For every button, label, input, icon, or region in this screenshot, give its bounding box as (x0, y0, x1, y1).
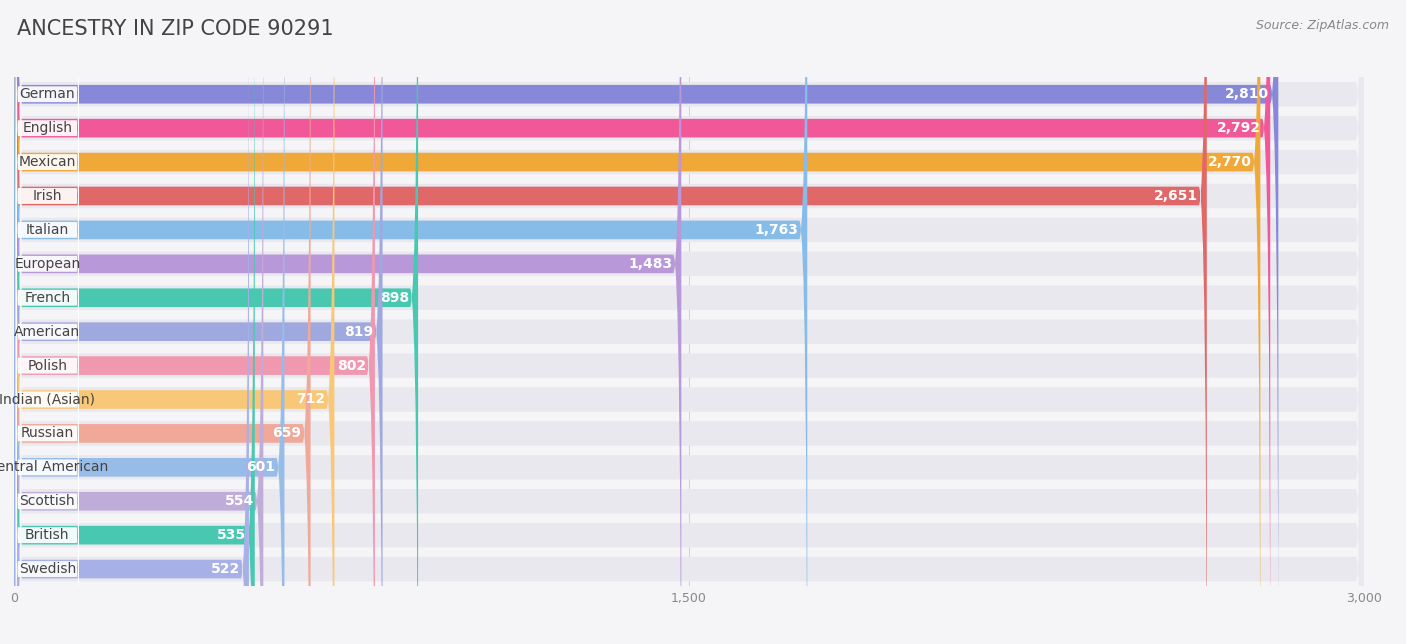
FancyBboxPatch shape (14, 0, 1364, 644)
FancyBboxPatch shape (14, 0, 1364, 644)
FancyBboxPatch shape (14, 0, 375, 644)
Text: 522: 522 (211, 562, 240, 576)
Text: French: French (24, 290, 70, 305)
Text: 659: 659 (273, 426, 301, 440)
FancyBboxPatch shape (14, 0, 1364, 644)
Text: 535: 535 (217, 528, 246, 542)
FancyBboxPatch shape (14, 0, 682, 644)
FancyBboxPatch shape (14, 0, 1364, 644)
FancyBboxPatch shape (14, 0, 1278, 644)
FancyBboxPatch shape (14, 0, 263, 644)
FancyBboxPatch shape (14, 0, 1364, 644)
Text: European: European (14, 257, 80, 271)
FancyBboxPatch shape (14, 0, 284, 644)
Text: Mexican: Mexican (18, 155, 76, 169)
FancyBboxPatch shape (15, 102, 79, 425)
Text: 2,770: 2,770 (1208, 155, 1251, 169)
FancyBboxPatch shape (14, 0, 1364, 644)
Text: 601: 601 (246, 460, 276, 475)
Text: 2,792: 2,792 (1218, 121, 1261, 135)
FancyBboxPatch shape (14, 0, 1206, 644)
Text: 2,651: 2,651 (1154, 189, 1198, 203)
FancyBboxPatch shape (15, 0, 79, 289)
FancyBboxPatch shape (14, 0, 382, 644)
FancyBboxPatch shape (15, 272, 79, 594)
FancyBboxPatch shape (14, 0, 1364, 644)
FancyBboxPatch shape (14, 0, 1364, 644)
FancyBboxPatch shape (15, 374, 79, 644)
FancyBboxPatch shape (15, 340, 79, 644)
Text: 819: 819 (344, 325, 374, 339)
Text: ANCESTRY IN ZIP CODE 90291: ANCESTRY IN ZIP CODE 90291 (17, 19, 333, 39)
Text: Polish: Polish (27, 359, 67, 373)
FancyBboxPatch shape (14, 0, 311, 644)
FancyBboxPatch shape (14, 0, 1270, 644)
Text: Indian (Asian): Indian (Asian) (0, 392, 96, 406)
FancyBboxPatch shape (14, 0, 1364, 644)
Text: 2,810: 2,810 (1225, 87, 1270, 101)
Text: 898: 898 (380, 290, 409, 305)
FancyBboxPatch shape (15, 238, 79, 561)
FancyBboxPatch shape (15, 171, 79, 493)
FancyBboxPatch shape (14, 0, 335, 644)
Text: 1,483: 1,483 (628, 257, 672, 271)
FancyBboxPatch shape (14, 0, 807, 644)
Text: 712: 712 (297, 392, 325, 406)
Text: 802: 802 (337, 359, 366, 373)
FancyBboxPatch shape (14, 0, 1364, 644)
Text: Irish: Irish (32, 189, 62, 203)
Text: Swedish: Swedish (18, 562, 76, 576)
Text: English: English (22, 121, 72, 135)
FancyBboxPatch shape (14, 0, 418, 644)
Text: British: British (25, 528, 70, 542)
FancyBboxPatch shape (15, 0, 79, 256)
FancyBboxPatch shape (15, 35, 79, 357)
FancyBboxPatch shape (15, 408, 79, 644)
FancyBboxPatch shape (15, 306, 79, 629)
FancyBboxPatch shape (14, 0, 1260, 644)
FancyBboxPatch shape (15, 1, 79, 323)
FancyBboxPatch shape (15, 69, 79, 391)
FancyBboxPatch shape (14, 0, 1364, 644)
FancyBboxPatch shape (14, 0, 1364, 644)
Text: 554: 554 (225, 494, 254, 508)
Text: Central American: Central American (0, 460, 108, 475)
FancyBboxPatch shape (15, 204, 79, 527)
Text: German: German (20, 87, 75, 101)
FancyBboxPatch shape (14, 0, 1364, 644)
FancyBboxPatch shape (14, 0, 1364, 644)
Text: Scottish: Scottish (20, 494, 75, 508)
Text: Russian: Russian (21, 426, 75, 440)
FancyBboxPatch shape (14, 0, 1364, 644)
Text: Italian: Italian (25, 223, 69, 237)
Text: 1,763: 1,763 (755, 223, 799, 237)
FancyBboxPatch shape (14, 0, 249, 644)
FancyBboxPatch shape (15, 137, 79, 459)
FancyBboxPatch shape (14, 0, 254, 644)
Text: Source: ZipAtlas.com: Source: ZipAtlas.com (1256, 19, 1389, 32)
Text: American: American (14, 325, 80, 339)
